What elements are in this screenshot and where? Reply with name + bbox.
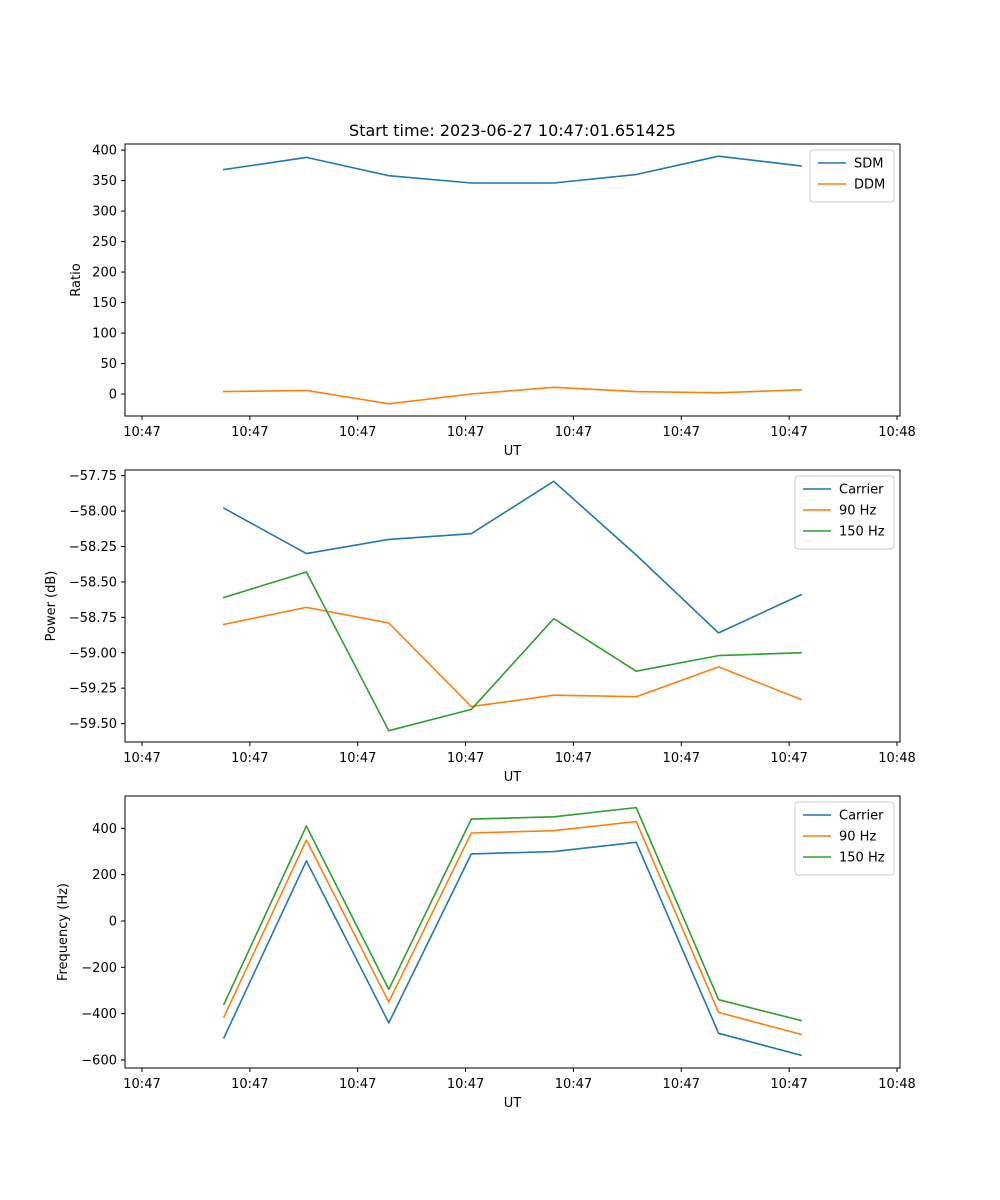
x-axis-label: UT [504, 770, 522, 785]
y-axis-label: Ratio [69, 263, 84, 296]
x-tick-label: 10:48 [878, 1077, 915, 1092]
legend-label: 150 Hz [839, 525, 885, 540]
x-tick-label: 10:47 [339, 1077, 376, 1092]
legend: Carrier 90 Hz 150 Hz [794, 801, 895, 876]
y-tick-label: 200 [92, 868, 117, 883]
y-tick-label: −58.25 [69, 540, 117, 555]
legend-label: 90 Hz [839, 830, 876, 845]
x-tick-label: 10:47 [339, 751, 376, 766]
x-tick-label: 10:47 [123, 751, 160, 766]
y-tick-label: 0 [109, 388, 117, 403]
x-tick-label: 10:47 [123, 425, 160, 440]
axes-frame [124, 143, 901, 417]
y-tick-label: −59.50 [69, 717, 117, 732]
y-tick-label: −57.75 [69, 469, 117, 484]
y-tick-label: −200 [81, 961, 117, 976]
x-tick-label: 10:47 [231, 425, 268, 440]
legend-label: Carrier [839, 809, 884, 824]
x-tick-label: 10:47 [447, 1077, 484, 1092]
y-axis-label: Power (dB) [44, 571, 59, 642]
y-tick-label: 100 [92, 327, 117, 342]
x-tick-label: 10:48 [878, 751, 915, 766]
legend-label: 150 Hz [839, 851, 885, 866]
axes-frame [124, 795, 901, 1069]
panel-2: −59.50 −59.25 −59.00 −58.75 −58.50 −58.25 −58.… [44, 469, 916, 785]
series-line-sdm [222, 155, 802, 184]
y-tick-label: −58.75 [69, 611, 117, 626]
y-tick-label: −59.25 [69, 682, 117, 697]
x-tick-label: 10:47 [555, 1077, 592, 1092]
y-axis-label: Frequency (Hz) [56, 883, 71, 981]
x-tick-label: 10:47 [447, 751, 484, 766]
y-tick-label: 250 [92, 235, 117, 250]
y-tick-label: 400 [92, 822, 117, 837]
series-line-150-hz [222, 806, 803, 1022]
y-tick-label: −600 [81, 1053, 117, 1068]
x-tick-label: 10:47 [663, 751, 700, 766]
x-tick-label: 10:47 [770, 425, 807, 440]
y-tick-label: 150 [92, 296, 117, 311]
x-tick-label: 10:47 [231, 1077, 268, 1092]
panel-1: 0 50 100 150 200 250 300 350 400 10:47 10:47 10:47 1… [69, 121, 916, 459]
y-tick-label: −58.50 [69, 575, 117, 590]
legend-label: SDM [854, 157, 883, 172]
series-line-ddm [223, 386, 802, 405]
legend: SDM DDM [809, 149, 895, 203]
axes-frame [124, 469, 901, 743]
series-line-carrier [222, 480, 803, 634]
x-tick-label: 10:48 [878, 425, 915, 440]
x-tick-label: 10:47 [770, 751, 807, 766]
x-tick-label: 10:47 [339, 425, 376, 440]
legend-label: Carrier [839, 483, 884, 498]
x-tick-label: 10:47 [231, 751, 268, 766]
x-tick-label: 10:47 [663, 425, 700, 440]
panel-3: −600 −400 −200 0 200 400 10:47 10:47 10:47 10:47 1… [56, 795, 916, 1111]
x-tick-label: 10:47 [770, 1077, 807, 1092]
x-tick-label: 10:47 [663, 1077, 700, 1092]
legend-label: DDM [854, 178, 885, 193]
y-tick-label: −59.00 [69, 646, 117, 661]
x-tick-label: 10:47 [123, 1077, 160, 1092]
x-tick-label: 10:47 [555, 425, 592, 440]
y-tick-label: −58.00 [69, 505, 117, 520]
y-tick-label: −400 [81, 1007, 117, 1022]
series-line-90-hz [222, 820, 803, 1036]
x-tick-label: 10:47 [555, 751, 592, 766]
series-line-90-hz [222, 606, 803, 708]
x-axis-label: UT [504, 444, 522, 459]
y-tick-label: 350 [92, 174, 117, 189]
legend-label: 90 Hz [839, 504, 876, 519]
series-line-carrier [222, 841, 803, 1057]
y-tick-label: 50 [100, 357, 117, 372]
y-tick-label: 400 [92, 144, 117, 159]
legend: Carrier 90 Hz 150 Hz [794, 475, 895, 550]
series-line-150-hz [222, 571, 802, 732]
y-tick-label: 0 [109, 915, 117, 930]
y-tick-label: 200 [92, 266, 117, 281]
chart-title: Start time: 2023-06-27 10:47:01.651425 [349, 121, 676, 140]
x-tick-label: 10:47 [447, 425, 484, 440]
y-tick-label: 300 [92, 205, 117, 220]
x-axis-label: UT [504, 1096, 522, 1111]
